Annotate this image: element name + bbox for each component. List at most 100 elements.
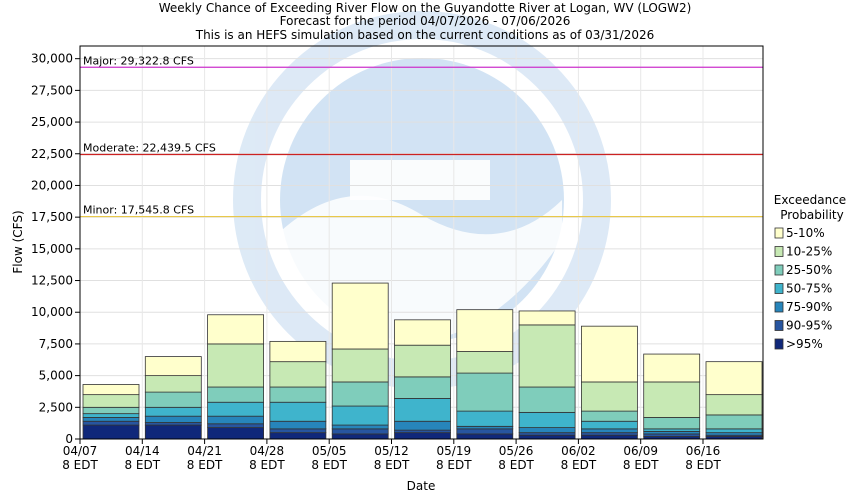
x-tick-date: 04/14	[125, 444, 160, 458]
bar-segment	[581, 410, 638, 422]
y-tick-label: 12,500	[31, 274, 73, 288]
y-tick-label: 7,500	[39, 337, 73, 351]
bar-segment	[518, 411, 576, 428]
legend-entry: >95%	[786, 337, 823, 351]
x-tick-date: 04/21	[187, 444, 222, 458]
bar-segment	[207, 401, 265, 417]
legend-entry: 25-50%	[786, 263, 832, 277]
bar-segment	[705, 428, 763, 434]
bar-segment	[581, 325, 638, 383]
x-tick-time: 8 EDT	[561, 458, 597, 472]
legend-swatch	[774, 320, 784, 331]
legend-swatch	[774, 264, 784, 276]
y-tick-label: 20,000	[31, 178, 73, 192]
legend-entry: 5-10%	[786, 226, 825, 240]
bar-segment	[269, 420, 327, 430]
legend-swatch	[774, 301, 784, 313]
bar-segment	[643, 353, 701, 383]
bar-segment	[518, 324, 576, 388]
flood-thresholds: Major: 29,322.8 CFS Moderate: 22,439.5 CF…	[80, 54, 763, 218]
bar-segment	[82, 406, 140, 415]
plot-frame	[79, 45, 764, 440]
x-tick-date: 04/07	[63, 444, 98, 458]
bar-segment	[331, 428, 389, 435]
x-tick-time: 8 EDT	[311, 458, 347, 472]
chart-subtitle-period: Forecast for the period 04/07/2026 - 07/…	[280, 14, 571, 28]
legend: Exceedance Probability 5-10% 10-25% 25-50%…	[774, 193, 846, 351]
x-tick-time: 8 EDT	[623, 458, 659, 472]
bar-segment	[269, 432, 327, 440]
bar-segment	[269, 428, 327, 434]
bar-segment	[394, 319, 451, 346]
bar-segment	[643, 417, 701, 430]
chart-subtitle-simulation: This is an HEFS simulation based on the …	[195, 28, 655, 42]
bar-segment	[144, 375, 202, 393]
bar-segment	[82, 417, 140, 422]
bar-segment	[331, 282, 389, 350]
chart-title: Weekly Chance of Exceeding River Flow on…	[159, 1, 692, 15]
bar-segment	[331, 424, 389, 430]
y-tick-label: 27,500	[31, 83, 73, 97]
bar-segment	[331, 405, 389, 426]
y-tick-label: 2,500	[39, 400, 73, 414]
legend-title-line2: Probability	[780, 208, 843, 222]
bar-segment	[144, 406, 202, 417]
legend-swatch	[774, 246, 784, 257]
x-tick-time: 8 EDT	[374, 458, 410, 472]
bar-segment	[581, 381, 638, 412]
bar-segment	[82, 394, 140, 408]
x-tick-time: 8 EDT	[62, 458, 98, 472]
bar-segment	[581, 434, 638, 440]
bar-segment	[394, 398, 451, 422]
bar-segment	[394, 376, 451, 399]
x-tick-date: 05/12	[374, 444, 409, 458]
legend-swatch	[774, 283, 784, 294]
bar-segment	[518, 427, 576, 434]
bar-segment	[518, 386, 576, 413]
bar-segment	[207, 343, 265, 388]
bar-segment	[207, 386, 265, 403]
x-tick-date: 06/16	[686, 444, 721, 458]
x-tick-date: 06/09	[623, 444, 658, 458]
bar-segment	[207, 423, 265, 428]
bar-segment	[331, 381, 389, 407]
y-tick-label: 10,000	[31, 305, 73, 319]
bar-segment	[518, 434, 576, 440]
bar-segment	[269, 361, 327, 388]
x-tick-time: 8 EDT	[124, 458, 160, 472]
bar-segment	[82, 420, 140, 426]
bar-segment	[705, 361, 763, 396]
legend-entry: 10-25%	[786, 245, 832, 259]
bar-segment	[331, 433, 389, 440]
legend-swatch	[774, 227, 784, 239]
y-tick-label: 17,500	[31, 210, 73, 224]
bar-segment	[705, 414, 763, 430]
x-tick-date: 06/02	[561, 444, 596, 458]
x-tick-time: 8 EDT	[498, 458, 534, 472]
bar-segment	[456, 433, 514, 440]
legend-title-line1: Exceedance	[774, 193, 846, 207]
legend-entry: 75-90%	[786, 300, 832, 314]
bar-segment	[456, 309, 514, 352]
bar-segment	[456, 410, 514, 427]
y-tick-label: 25,000	[31, 115, 73, 129]
x-tick-time: 8 EDT	[249, 458, 285, 472]
y-tick-label: 22,500	[31, 147, 73, 161]
bar-segment	[82, 413, 140, 418]
legend-entry: 90-95%	[786, 319, 832, 333]
bar-segment	[456, 372, 514, 412]
y-tick-label: 15,000	[31, 242, 73, 256]
bar-segment	[144, 424, 202, 440]
bar-segment	[394, 344, 451, 378]
threshold-label: Minor: 17,545.8 CFS	[83, 204, 194, 217]
legend-entry: 50-75%	[786, 282, 832, 296]
y-tick-label: 30,000	[31, 52, 73, 66]
threshold-label: Major: 29,322.8 CFS	[83, 54, 194, 67]
bar-segment	[269, 340, 327, 363]
x-tick-time: 8 EDT	[685, 458, 721, 472]
x-tick-time: 8 EDT	[187, 458, 223, 472]
x-axis-label: Date	[407, 479, 436, 493]
bar-segment	[269, 386, 327, 403]
bar-segment	[394, 432, 451, 440]
